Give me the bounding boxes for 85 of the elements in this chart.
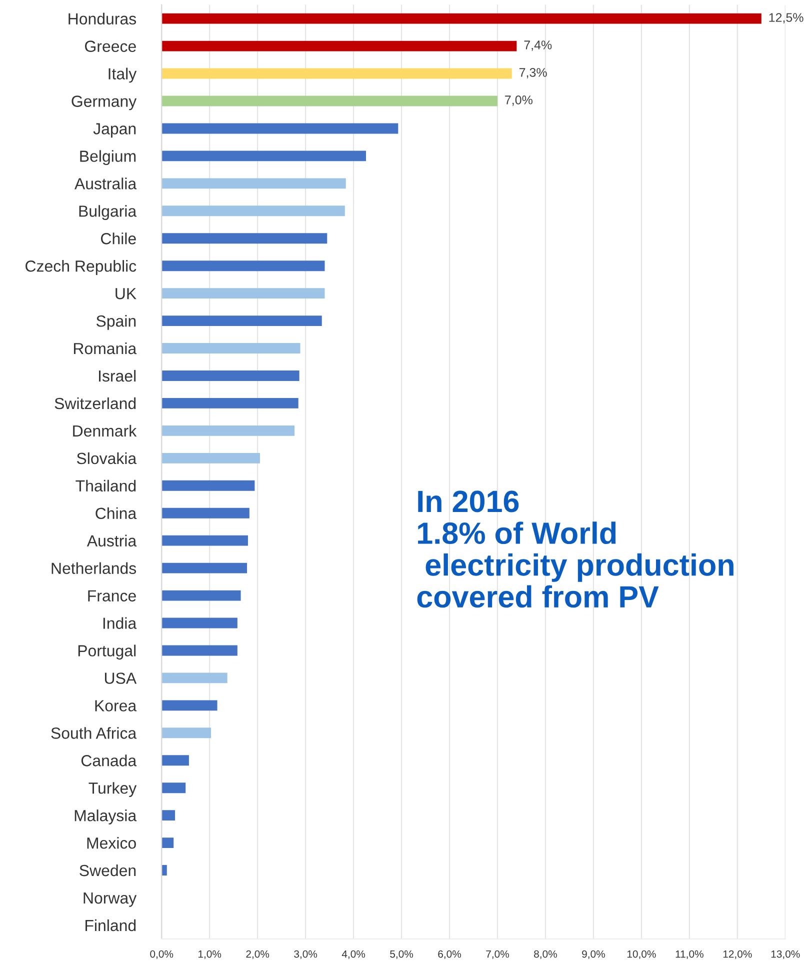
x-tick-label: 12,0% <box>723 950 752 959</box>
bar <box>162 316 322 326</box>
y-tick-label: Bulgaria <box>79 205 137 220</box>
y-tick-label: Belgium <box>80 150 136 166</box>
bar <box>162 618 238 628</box>
y-tick-label: Japan <box>93 123 136 138</box>
y-tick-label: Malaysia <box>74 810 137 824</box>
y-tick-label: South Africa <box>51 727 137 739</box>
bar <box>162 645 238 656</box>
y-tick-label: Sweden <box>80 864 136 876</box>
y-tick-label: Slovakia <box>76 452 137 464</box>
bar <box>162 508 250 518</box>
bar <box>162 150 366 162</box>
y-tick-label: Switzerland <box>54 397 136 410</box>
x-tick-label: 5,0% <box>390 950 414 959</box>
bar <box>162 535 248 546</box>
data-label: 7,0% <box>505 96 532 106</box>
y-tick-label: Portugal <box>78 644 136 660</box>
x-tick-label: 1,0% <box>198 950 222 959</box>
y-tick-label: USA <box>104 672 137 684</box>
bar <box>162 755 189 766</box>
bar <box>162 480 255 491</box>
bar <box>162 288 325 299</box>
y-tick-label: Israel <box>99 370 136 382</box>
x-tick-label: 9,0% <box>582 950 605 959</box>
y-tick-label: Germany <box>72 96 137 110</box>
bar <box>162 40 517 52</box>
bar <box>162 838 174 848</box>
x-tick-label: 3,0% <box>294 950 318 959</box>
bar <box>162 425 295 436</box>
bar <box>162 398 298 408</box>
bar <box>162 562 248 574</box>
y-tick-label: Chile <box>101 232 136 244</box>
y-tick-label: Mexico <box>87 837 136 849</box>
bar <box>162 728 212 738</box>
y-tick-label: Denmark <box>73 424 137 437</box>
bar <box>162 370 300 381</box>
data-label: 12,5% <box>769 13 804 24</box>
x-tick-label: 6,0% <box>438 950 461 959</box>
y-tick-label: Greece <box>85 40 136 52</box>
y-tick-label: Turkey <box>88 782 137 797</box>
bar <box>162 700 218 711</box>
bar <box>162 343 300 354</box>
x-tick-label: 7,0% <box>486 950 509 959</box>
x-tick-label: 10,0% <box>627 950 656 959</box>
x-tick-label: 4,0% <box>342 950 366 959</box>
bar <box>162 178 346 189</box>
y-tick-label: UK <box>116 288 136 300</box>
x-tick-label: 8,0% <box>534 950 557 959</box>
data-label: 7,4% <box>524 40 552 51</box>
y-tick-label: Finland <box>86 919 136 932</box>
annotation: In 2016 1.8% of World electricity production covered from PV <box>417 490 734 608</box>
y-tick-label: Austria <box>86 534 137 547</box>
bar <box>162 96 498 106</box>
bar <box>162 810 176 821</box>
bar <box>162 590 241 601</box>
y-tick-label: Netherlands <box>52 562 136 574</box>
y-tick-label: Honduras <box>68 12 136 25</box>
y-tick-label: China <box>96 507 137 520</box>
y-tick-label: Korea <box>95 700 137 712</box>
x-tick-label: 0,0% <box>150 950 174 959</box>
data-label: 7,3% <box>519 68 547 78</box>
y-tick-label: Czech Republic <box>26 260 136 275</box>
bar <box>162 206 345 216</box>
y-tick-label: Spain <box>96 315 136 330</box>
bar <box>162 68 512 79</box>
y-tick-label: Norway <box>84 892 137 907</box>
y-tick-label: Italy <box>108 68 137 83</box>
y-tick-label: Canada <box>81 754 137 766</box>
x-tick-label: 2,0% <box>246 950 270 959</box>
bar <box>162 13 762 24</box>
x-tick-label: 13,0% <box>771 950 800 959</box>
y-tick-label: France <box>88 590 136 602</box>
y-tick-label: Romania <box>74 342 137 354</box>
bar <box>162 233 328 244</box>
bar <box>162 452 260 464</box>
bar <box>162 672 228 684</box>
y-tick-label: Australia <box>74 178 137 190</box>
bar <box>162 782 186 794</box>
bar <box>162 260 325 272</box>
y-tick-label: Thailand <box>76 480 136 492</box>
bar <box>162 123 398 134</box>
y-tick-label: India <box>103 617 137 629</box>
bar <box>162 865 167 876</box>
x-tick-label: 11,0% <box>676 950 704 959</box>
